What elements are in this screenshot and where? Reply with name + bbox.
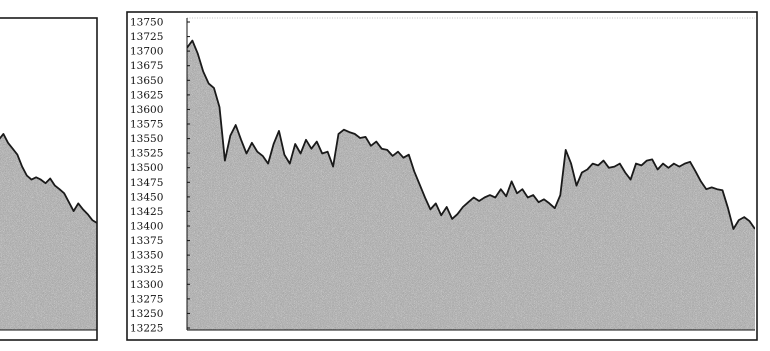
y-tick-label: 13350 [130,250,163,262]
y-tick-label: 13225 [130,323,163,335]
y-tick-label: 13675 [130,60,163,72]
y-tick-label: 13450 [130,191,163,203]
y-tick-label: 13700 [130,46,163,58]
y-tick-label: 13325 [130,264,163,276]
y-tick-label: 13625 [130,89,163,101]
y-tick-label: 13375 [130,235,163,247]
series-line-right [187,39,755,230]
y-tick-label: 13500 [130,162,163,174]
y-tick-label: 13300 [130,279,163,291]
right-plot-area [187,39,755,330]
left-chart-panel [0,17,98,341]
right-chart-panel: 13750 13725 13700 13675 13650 13625 13600 13575… [126,11,758,341]
y-tick-label: 13550 [130,133,163,145]
series-area-left [0,133,97,330]
y-tick-label: 13250 [130,308,163,320]
y-tick-label: 13400 [130,221,163,233]
y-tick-label: 13275 [130,293,163,305]
y-tick-label: 13575 [130,119,163,131]
series-area-right [187,40,755,330]
y-tick-label: 13425 [130,206,163,218]
y-tick-label: 13600 [130,104,163,116]
y-axis: 13750 13725 13700 13675 13650 13625 13600 13575… [130,17,190,335]
left-plot-area [0,133,97,330]
y-tick-label: 13525 [130,148,163,160]
right-chart-frame [126,11,758,341]
series-line-left [0,133,97,224]
left-chart-frame [0,17,98,341]
y-tick-label: 13750 [130,17,163,29]
y-tick-label: 13725 [130,31,163,43]
y-tick-label: 13650 [130,75,163,87]
y-tick-label: 13475 [130,177,163,189]
